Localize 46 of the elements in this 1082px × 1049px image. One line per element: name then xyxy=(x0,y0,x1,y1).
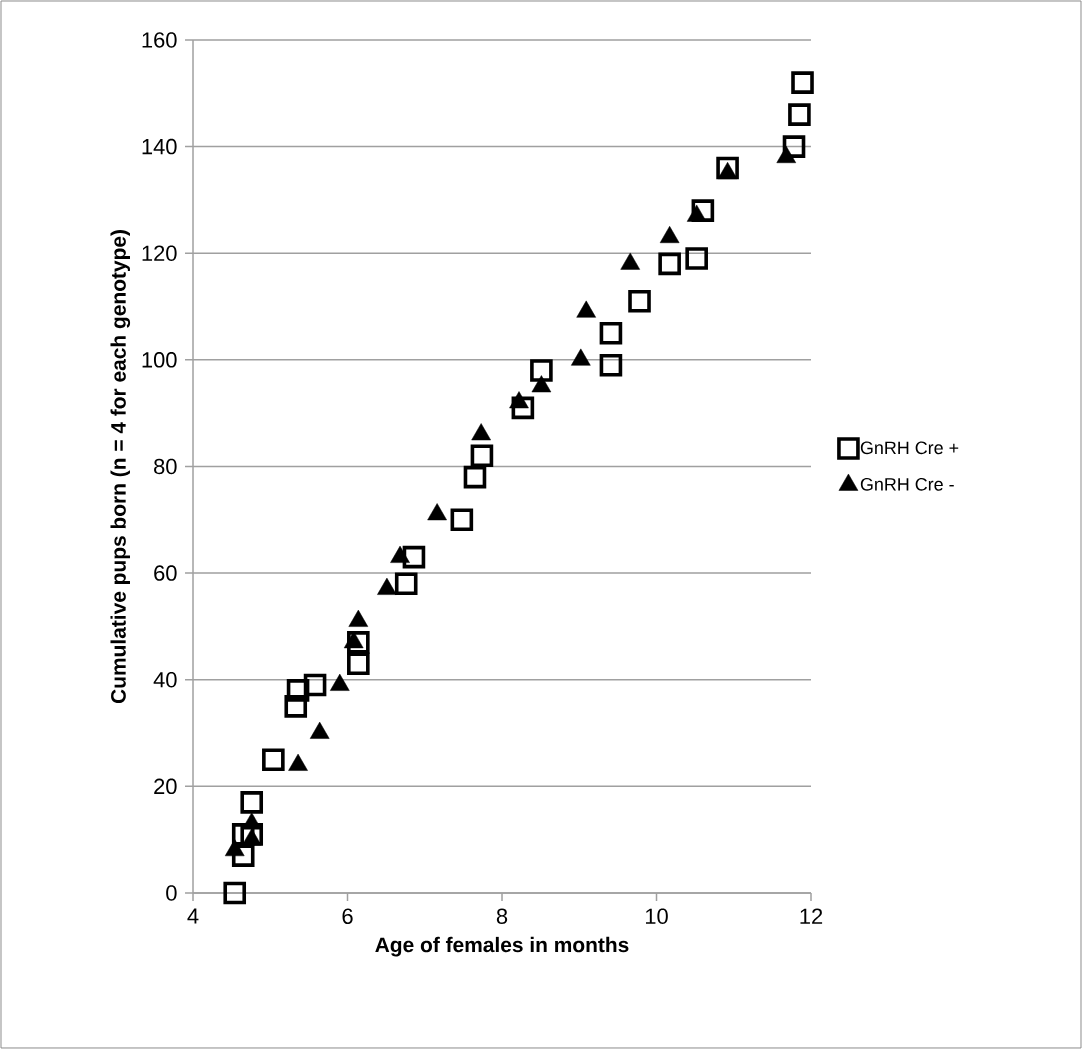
x-tick-label: 6 xyxy=(342,908,353,925)
point xyxy=(685,247,708,270)
point xyxy=(691,199,715,222)
point xyxy=(402,545,426,569)
y-tick-label: 100 xyxy=(142,352,177,368)
legend-label: GnRH Cre + xyxy=(860,441,959,455)
point xyxy=(511,396,535,420)
point xyxy=(347,652,370,676)
point xyxy=(628,289,651,313)
y-tick-label: 80 xyxy=(154,458,177,475)
point xyxy=(347,631,370,654)
y-axis-title: Cumulative pups born (n = 4 for each genotype) xyxy=(110,230,131,704)
legend-label: GnRH Cre - xyxy=(860,477,954,491)
point xyxy=(450,508,474,532)
y-tick-label: 160 xyxy=(142,32,177,48)
x-tick-label: 8 xyxy=(496,908,508,925)
y-tick-label: 0 xyxy=(166,885,177,901)
point xyxy=(791,71,814,94)
point xyxy=(463,465,487,489)
point xyxy=(599,353,623,377)
point xyxy=(240,791,264,814)
y-tick-label: 20 xyxy=(154,778,177,795)
point xyxy=(470,444,494,468)
point xyxy=(262,748,285,771)
point xyxy=(782,135,806,158)
point xyxy=(286,679,310,702)
point xyxy=(599,321,623,345)
x-tick-label: 12 xyxy=(800,908,823,924)
x-axis-title: Age of females in months xyxy=(375,936,629,957)
point xyxy=(530,359,553,382)
point xyxy=(394,572,418,596)
point xyxy=(716,156,739,180)
point xyxy=(776,146,797,164)
y-tick-label: 40 xyxy=(153,671,177,688)
y-tick-label: 140 xyxy=(142,138,177,155)
point xyxy=(231,844,255,867)
point xyxy=(223,881,247,905)
y-tick-label: 120 xyxy=(142,245,177,261)
point xyxy=(788,103,811,126)
x-tick-label: 10 xyxy=(645,908,668,925)
point xyxy=(303,673,327,697)
point xyxy=(284,695,308,718)
x-tick-label: 4 xyxy=(187,908,199,924)
point xyxy=(658,252,681,276)
y-tick-label: 60 xyxy=(154,565,177,581)
point xyxy=(717,162,738,180)
